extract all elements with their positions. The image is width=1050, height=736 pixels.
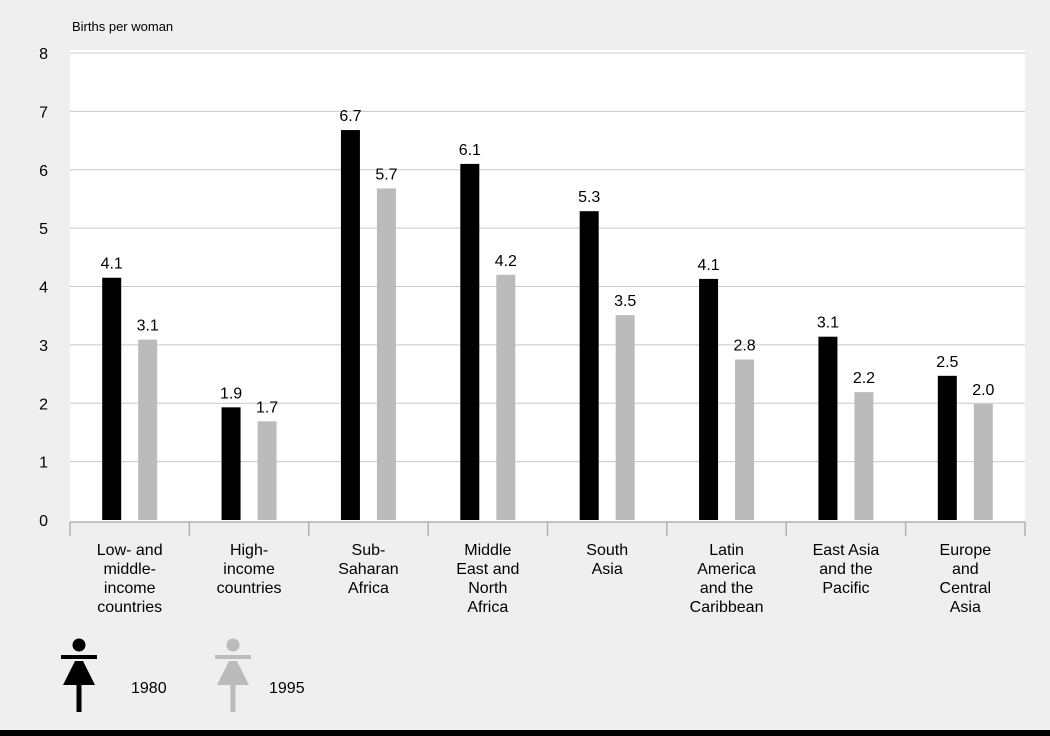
bar-1995	[735, 359, 755, 520]
bar-value-label: 5.3	[578, 189, 600, 206]
bar-1995	[615, 315, 635, 520]
x-category-label: Europe and Central Asia	[940, 542, 992, 616]
x-category-label: Sub-Saharan Africa	[338, 542, 399, 597]
bar-value-label: 3.5	[614, 293, 636, 310]
legend-label-1980: 1980	[131, 680, 167, 697]
y-tick-label: 3	[39, 338, 48, 355]
bar-1995	[496, 274, 516, 520]
bar-1995	[138, 339, 158, 520]
y-axis-label: Births per woman	[72, 19, 173, 34]
bar-value-label: 1.7	[256, 399, 278, 416]
x-category-label: Low- and middle-income countries	[97, 542, 163, 616]
y-tick-label: 6	[39, 163, 48, 180]
legend-label-1995: 1995	[269, 680, 305, 697]
bars: 4.1 1.9 6.7 6.1 5.3 4.1 3.1 2.5 3.1 1.7 5.7 4.2 3.5 2…	[101, 108, 995, 521]
bar-value-label: 3.1	[137, 318, 159, 335]
woman-figure-icon	[61, 638, 97, 712]
y-tick-label: 8	[39, 46, 48, 63]
bar-1995	[257, 421, 277, 520]
bar-value-label: 4.1	[101, 256, 123, 273]
y-tick-label: 5	[39, 221, 48, 238]
bar-value-label: 2.2	[853, 370, 875, 387]
y-axis-ticks: 0 1 2 3 4 5 6 7 8	[39, 46, 48, 530]
legend: 1980 1995	[61, 638, 305, 712]
bar-1980	[937, 375, 957, 520]
bar-value-label: 1.9	[220, 385, 242, 402]
y-tick-label: 4	[39, 280, 48, 297]
bar-1980	[460, 163, 480, 520]
bottom-rule	[0, 730, 1050, 736]
bar-1980	[102, 277, 122, 520]
bar-value-label: 5.7	[375, 166, 397, 183]
bar-1980	[579, 211, 599, 521]
x-category-label: East Asia and the Pacific	[813, 542, 880, 597]
bar-value-label: 2.0	[972, 382, 994, 399]
x-category-label: Latin America and the Caribbean	[690, 542, 764, 616]
bar-value-label: 6.1	[459, 142, 481, 159]
bar-1995	[854, 392, 874, 520]
bar-1995	[973, 403, 993, 520]
bar-value-label: 2.8	[733, 337, 755, 354]
y-tick-label: 2	[39, 396, 48, 413]
x-category-label: Middle East and North Africa	[456, 542, 519, 616]
bar-1980	[818, 336, 838, 520]
x-category-label: High-income countries	[217, 542, 282, 597]
bar-1980	[221, 407, 241, 520]
bar-value-label: 2.5	[936, 354, 958, 371]
x-axis: Low- and middle-income countries High-incom…	[69, 521, 1026, 616]
woman-figure-icon	[215, 638, 251, 712]
x-category-label: South Asia	[586, 542, 628, 578]
bar-1980	[699, 278, 719, 520]
y-tick-label: 0	[39, 513, 48, 530]
bar-1995	[376, 188, 396, 520]
bar-value-label: 6.7	[339, 108, 361, 125]
bar-value-label: 4.1	[697, 257, 719, 274]
bar-value-label: 3.1	[817, 315, 839, 332]
bar-1980	[340, 130, 360, 520]
y-tick-label: 1	[39, 455, 48, 472]
y-tick-label: 7	[39, 104, 48, 121]
bar-value-label: 4.2	[495, 253, 517, 270]
